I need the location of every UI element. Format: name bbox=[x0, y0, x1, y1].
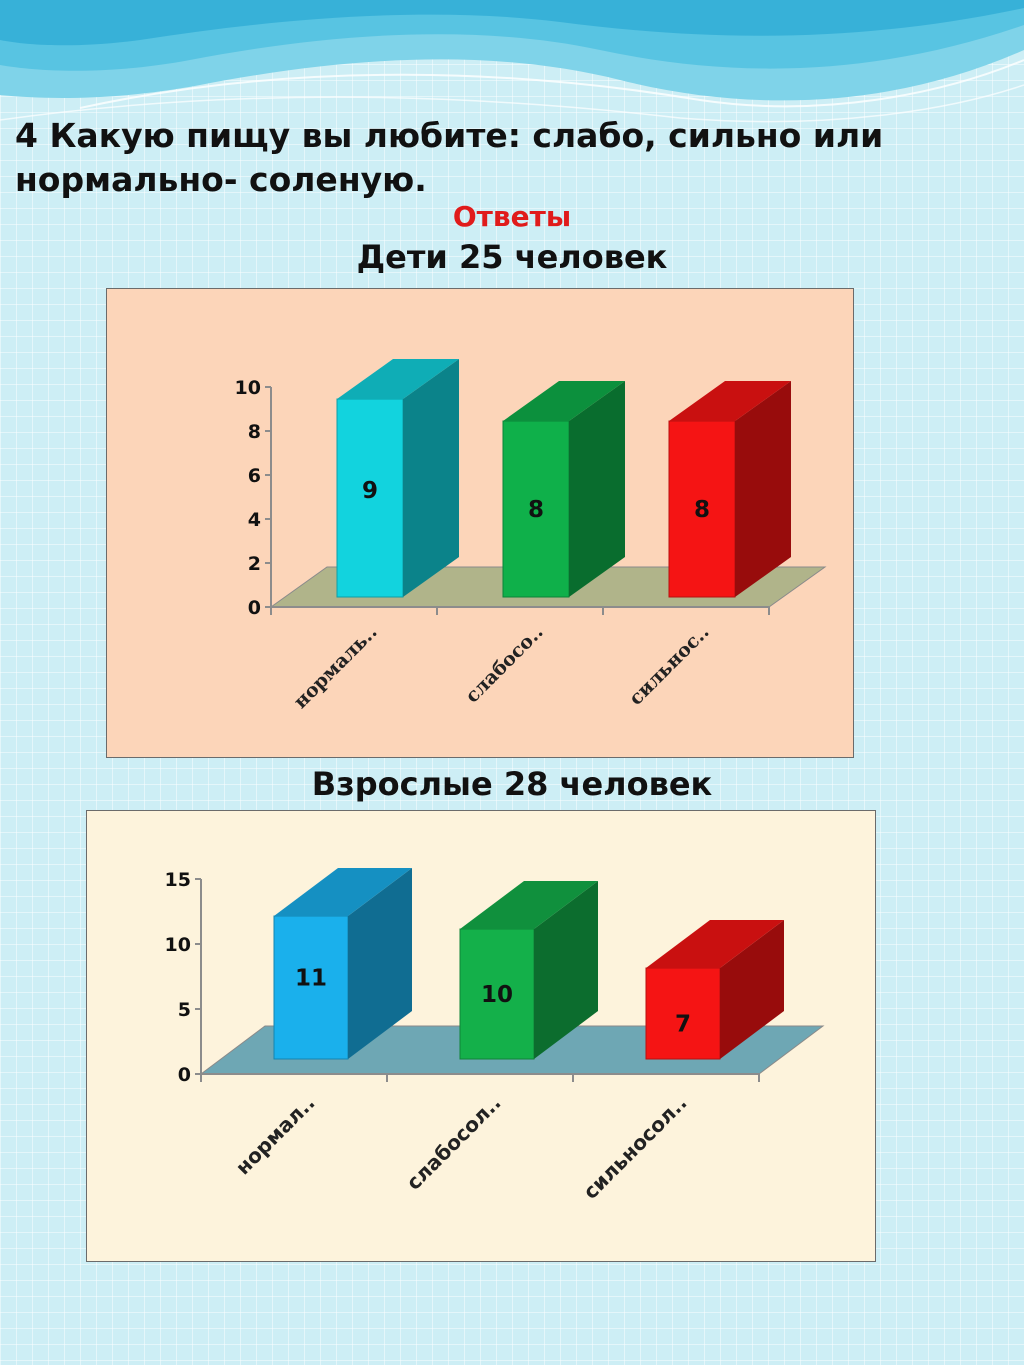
y-tick-label: 0 bbox=[248, 597, 261, 619]
bar-side bbox=[720, 920, 784, 1059]
wave-decoration bbox=[0, 0, 1024, 123]
y-tick-label: 4 bbox=[248, 509, 261, 531]
bar-value-label: 10 bbox=[481, 982, 513, 1008]
y-tick-label: 6 bbox=[248, 465, 261, 487]
bar-value-label: 9 bbox=[362, 478, 378, 504]
bar-top bbox=[274, 868, 412, 916]
kids-chart: 0 2 4 6 8 10 9 8 8 нормаль.. слабосо.. сильнос.. bbox=[106, 288, 854, 758]
bar-front bbox=[502, 420, 570, 598]
y-tick-label: 10 bbox=[235, 377, 261, 399]
bar-side bbox=[569, 381, 625, 597]
bar bbox=[273, 868, 412, 1060]
bar-value-label: 7 bbox=[675, 1012, 691, 1038]
bar bbox=[645, 920, 784, 1060]
x-category-label: сильнос.. bbox=[625, 621, 714, 710]
adults-chart: 0 5 10 15 11 10 7 нормал.. слабосол.. сильносол.. bbox=[86, 810, 876, 1262]
bar-front bbox=[459, 928, 535, 1060]
y-tick-label: 0 bbox=[178, 1064, 191, 1086]
bar bbox=[502, 381, 625, 598]
bar-side bbox=[735, 381, 791, 597]
y-tick-label: 5 bbox=[178, 999, 191, 1021]
bar-top bbox=[460, 881, 598, 929]
x-category-label: слабосо.. bbox=[461, 621, 547, 707]
y-tick-label: 10 bbox=[165, 934, 191, 956]
kids-chart-plot: 0 2 4 6 8 10 9 8 8 нормаль.. слабосо.. сильнос.. bbox=[235, 359, 827, 713]
answers-label: Ответы bbox=[452, 200, 572, 233]
bar-value-label: 8 bbox=[694, 497, 710, 523]
bar-side bbox=[534, 881, 598, 1059]
question-line-1: 4 Какую пищу вы любите: слабо, сильно ил… bbox=[15, 116, 884, 155]
x-category-label: нормаль.. bbox=[289, 621, 381, 713]
bar-side bbox=[403, 359, 459, 597]
y-tick-label: 2 bbox=[248, 553, 261, 575]
y-tick-label: 15 bbox=[165, 869, 191, 891]
bar bbox=[459, 881, 598, 1060]
bar-front bbox=[336, 398, 404, 598]
x-category-label: слабосол.. bbox=[401, 1091, 505, 1195]
bar bbox=[668, 381, 791, 598]
question-line-2: нормально- соленую. bbox=[15, 160, 427, 199]
bar-top bbox=[337, 359, 459, 399]
y-tick-label: 8 bbox=[248, 421, 261, 443]
bar-top bbox=[669, 381, 791, 421]
x-category-label: сильносол.. bbox=[578, 1091, 691, 1204]
adults-chart-plot: 0 5 10 15 11 10 7 нормал.. слабосол.. сильносол.. bbox=[165, 868, 825, 1204]
x-category-label: нормал.. bbox=[231, 1091, 320, 1180]
bar-top bbox=[503, 381, 625, 421]
bar-side bbox=[348, 868, 412, 1059]
kids-chart-title: Дети 25 человек bbox=[356, 238, 668, 276]
bar-value-label: 11 bbox=[295, 966, 327, 992]
bar-value-label: 8 bbox=[528, 497, 544, 523]
bar bbox=[336, 359, 459, 598]
bar-top bbox=[646, 920, 784, 968]
adults-chart-title: Взрослые 28 человек bbox=[311, 765, 713, 803]
